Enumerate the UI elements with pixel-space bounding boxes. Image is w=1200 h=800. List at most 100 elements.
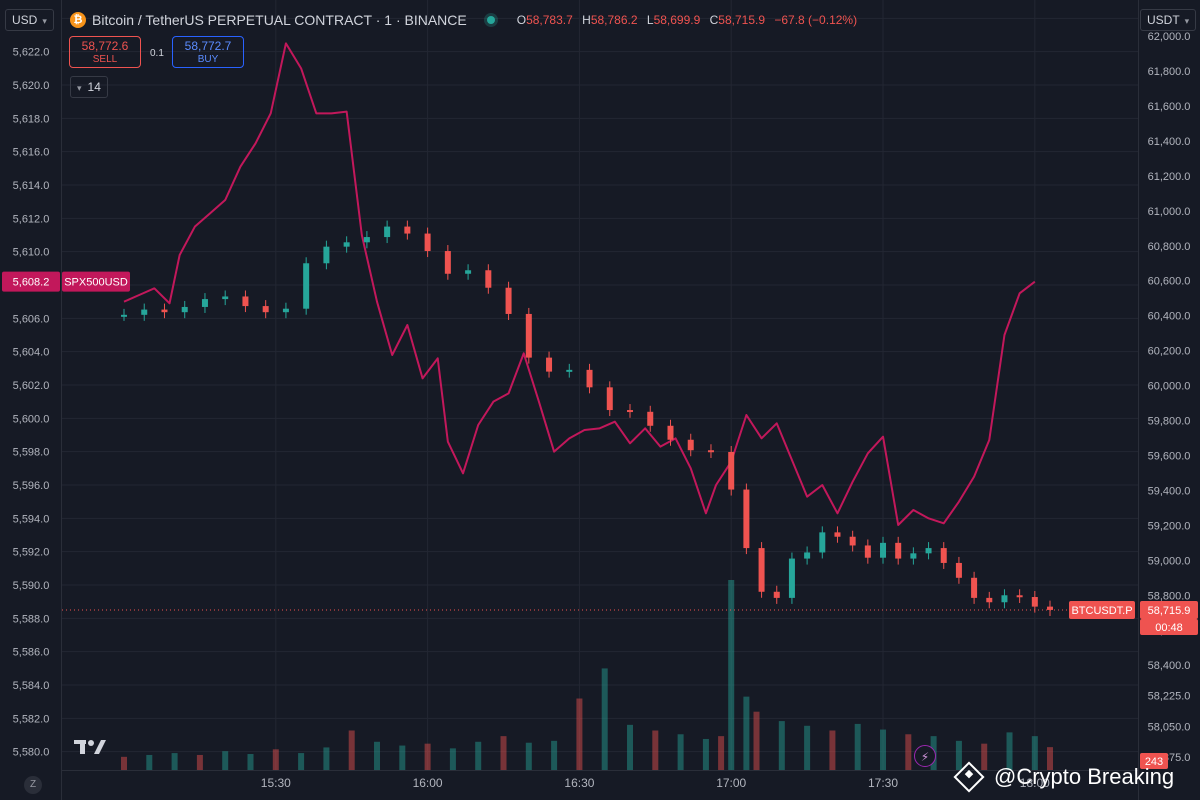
volume-last-value: 243 [1145,756,1163,768]
tradingview-logo-icon[interactable] [74,738,106,756]
btc-candle [566,369,573,372]
right-tick-label: 60,600.0 [1148,276,1191,288]
btc-candle [303,263,310,309]
volume-bar [121,756,127,770]
left-tick-label: 5,612.0 [13,213,50,225]
buy-button[interactable]: 58,772.7 BUY [172,36,244,68]
left-tick-label: 5,600.0 [13,413,50,425]
btc-countdown: 00:48 [1155,622,1183,634]
left-tick-label: 5,620.0 [13,80,50,92]
btc-candle [181,306,188,313]
btc-candle [758,548,765,592]
volume-bar [804,725,811,770]
ohlc-values: O58,783.7 H58,786.2 L58,699.9 C58,715.9 … [517,13,863,27]
spx-symbol-tag: SPX500USD [64,277,128,289]
axis-labels: 5,624.05,622.05,620.05,618.05,616.05,614… [13,13,1191,790]
bitcoin-icon: ₿ [70,12,86,28]
volume-bar [272,749,279,770]
btc-candle [525,313,532,358]
volume-bar [222,751,229,770]
right-price-scale[interactable] [1138,0,1200,800]
scale-button[interactable]: Z [24,776,42,794]
watermark-text: @Crypto Breaking [994,764,1175,789]
btc-candle [955,562,962,578]
volume-bar [323,747,330,770]
right-tick-label: 59,000.0 [1148,555,1191,567]
btc-candle [864,545,871,558]
volume-bar [449,748,456,770]
right-tick-label: 60,800.0 [1148,241,1191,253]
symbol-title[interactable]: Bitcoin / TetherUS PERPETUAL CONTRACT · … [92,12,467,28]
chevron-down-icon: ▾ [42,16,47,26]
volume-bar [981,743,988,770]
volume-bars [121,580,1053,770]
left-tick-label: 5,604.0 [13,347,50,359]
btc-candle [627,410,634,413]
lightning-icon[interactable]: ⚡ [914,745,936,767]
left-price-scale[interactable] [0,0,62,800]
chevron-down-icon: ▾ [77,83,82,93]
change-value: −67.8 (−0.12%) [774,13,858,27]
volume-bar [702,738,709,770]
btc-candle [940,548,947,563]
time-scale[interactable] [62,770,1138,800]
volume-bar [718,736,725,770]
right-tick-label: 59,200.0 [1148,520,1191,532]
right-tick-label: 60,200.0 [1148,346,1191,358]
left-tick-label: 5,606.0 [13,313,50,325]
btc-candle [986,597,993,603]
volume-bar [955,740,962,770]
volume-bar [500,736,507,770]
volume-bar [146,754,153,770]
right-currency-selector[interactable]: USDT ▾ [1140,9,1197,31]
btc-candle [606,387,613,411]
btc-candle [485,270,492,288]
btc-candle [343,242,350,247]
volume-bar [753,711,760,770]
btc-candle [687,439,694,451]
volume-bar [627,724,634,770]
volume-bar [1047,747,1053,770]
volume-bar [1031,736,1038,770]
indicators-toggle[interactable]: ▾ 14 [70,76,108,98]
volume-bar [298,753,305,770]
time-tick-label: 18:00 [1020,776,1050,790]
btc-candle [323,246,330,264]
left-tick-label: 5,586.0 [13,647,50,659]
btc-candle [262,306,269,313]
high-label: H [582,13,591,27]
left-tick-label: 5,596.0 [13,480,50,492]
volume-bar [677,734,684,770]
volume-bar [743,696,750,770]
btc-symbol-tag: BTCUSDT.P [1071,605,1132,617]
spx-symbol-tag-bg [62,271,130,292]
time-tick-label: 16:30 [564,776,594,790]
left-tick-label: 5,580.0 [13,747,50,759]
btc-candle [141,309,148,315]
open-value: 58,783.7 [526,13,573,27]
btc-candle [1001,595,1008,603]
volume-bar [196,754,203,770]
volume-bar [728,580,735,770]
price-tags: 5,608.2 SPX500USD BTCUSDT.P 58,715.9 00:48 24… [2,271,1198,769]
low-value: 58,699.9 [653,13,701,27]
right-tick-label: 62,000.0 [1148,31,1191,43]
chevron-down-icon: ▾ [1184,16,1190,26]
btc-candle [647,411,654,426]
right-tick-label: 59,400.0 [1148,485,1191,497]
left-currency-selector[interactable]: USD ▾ [5,9,54,31]
right-currency-label: USDT [1147,13,1180,27]
volume-bar [424,743,431,770]
btc-candle [363,237,370,243]
sell-button[interactable]: 58,772.6 SELL [69,36,141,68]
right-tick-label: 58,225.0 [1148,691,1191,703]
close-value: 58,715.9 [718,13,766,27]
left-tick-label: 5,614.0 [13,180,50,192]
spx500-line-layer [123,42,1036,526]
btc-candle [849,536,856,546]
market-status-icon[interactable] [486,16,495,24]
btc-candle [282,308,289,313]
volume-bar [399,745,406,770]
